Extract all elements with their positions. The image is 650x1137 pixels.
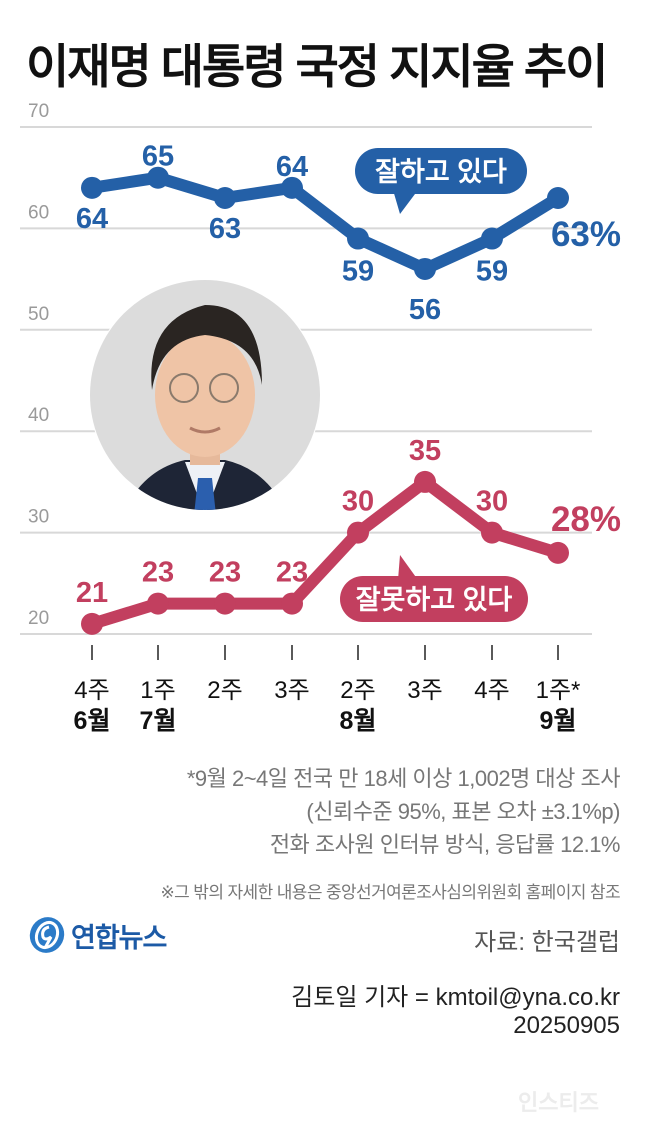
data-point bbox=[147, 166, 169, 189]
portrait-photo bbox=[89, 279, 321, 511]
line-chart: 70 60 50 40 30 20 64 65 63 64 59 56 59 63% 21 23 23 23 30… bbox=[20, 101, 621, 735]
approve-legend-bubble: 잘하고 있다 bbox=[355, 148, 527, 214]
x-week-label: 1주 bbox=[140, 677, 175, 704]
data-point bbox=[147, 592, 169, 615]
data-label: 63% bbox=[551, 215, 621, 254]
credit-block: 김토일 기자 = kmtoil@yna.co.kr 20250905 bbox=[291, 984, 620, 1040]
disapprove-legend-bubble: 잘못하고 있다 bbox=[340, 555, 528, 622]
data-point bbox=[347, 227, 369, 250]
x-week-label: 3주 bbox=[274, 677, 309, 704]
data-point bbox=[547, 186, 569, 209]
reference-note: ※그 밖의 자세한 내용은 중앙선거여론조사심의위원회 홈페이지 참조 bbox=[160, 883, 620, 902]
data-label: 64 bbox=[276, 151, 308, 183]
yonhap-logo-text: 연합뉴스 bbox=[71, 922, 167, 953]
x-week-label: 1주* bbox=[536, 677, 581, 704]
watermark: 인스티즈 bbox=[518, 1090, 599, 1115]
data-source: 자료: 한국갤럽 bbox=[474, 929, 620, 956]
data-label: 30 bbox=[476, 486, 508, 518]
data-point bbox=[81, 176, 103, 199]
y-tick-label: 40 bbox=[28, 405, 49, 426]
data-label: 59 bbox=[342, 256, 374, 288]
data-point bbox=[481, 227, 503, 250]
x-month-label: 9월 bbox=[540, 707, 577, 735]
data-point bbox=[414, 257, 436, 280]
note-line-2: (신뢰수준 95%, 표본 오차 ±3.1%p) bbox=[306, 799, 620, 824]
data-label: 23 bbox=[209, 557, 241, 589]
x-month-label: 6월 bbox=[74, 707, 111, 735]
x-week-label: 4주 bbox=[474, 677, 509, 704]
data-point bbox=[281, 592, 303, 615]
yonhap-logo: 연합뉴스 bbox=[27, 915, 167, 955]
data-point bbox=[214, 186, 236, 209]
reporter-credit: 김토일 기자 = kmtoil@yna.co.kr bbox=[291, 984, 620, 1011]
data-label: 59 bbox=[476, 256, 508, 288]
yonhap-logo-icon bbox=[29, 917, 65, 953]
x-month-label: 8월 bbox=[340, 707, 377, 735]
approve-line bbox=[86, 171, 564, 275]
y-tick-label: 30 bbox=[28, 507, 49, 528]
data-point bbox=[347, 521, 369, 544]
data-label: 23 bbox=[276, 557, 308, 589]
note-line-3: 전화 조사원 인터뷰 방식, 응답률 12.1% bbox=[269, 832, 621, 857]
data-label: 63 bbox=[209, 213, 241, 245]
y-tick-label: 70 bbox=[28, 101, 49, 122]
data-label: 28% bbox=[551, 500, 621, 539]
survey-notes: *9월 2~4일 전국 만 18세 이상 1,002명 대상 조사 (신뢰수준 … bbox=[186, 762, 621, 861]
data-point bbox=[214, 592, 236, 615]
data-label: 65 bbox=[142, 141, 174, 173]
page-title: 이재명 대통령 국정 지지율 추이 bbox=[26, 40, 608, 93]
data-point bbox=[81, 612, 103, 635]
y-tick-label: 60 bbox=[28, 202, 49, 223]
x-axis: 4주 6월 1주 7월 2주 3주 2주 8월 3주 4주 1주* 9월 bbox=[74, 645, 581, 735]
x-week-label: 2주 bbox=[207, 677, 242, 704]
data-point bbox=[414, 470, 436, 493]
data-point bbox=[481, 521, 503, 544]
disapprove-legend-label: 잘못하고 있다 bbox=[356, 585, 513, 615]
data-label: 21 bbox=[76, 577, 108, 609]
disapprove-line bbox=[86, 475, 564, 630]
data-label: 35 bbox=[409, 435, 441, 467]
data-point bbox=[547, 541, 569, 564]
data-label: 64 bbox=[76, 203, 108, 235]
x-week-label: 4주 bbox=[74, 677, 109, 704]
data-label: 56 bbox=[409, 294, 441, 326]
y-tick-label: 20 bbox=[28, 608, 49, 629]
y-axis-labels: 70 60 50 40 30 20 bbox=[28, 101, 49, 629]
y-tick-label: 50 bbox=[28, 304, 49, 325]
x-week-label: 2주 bbox=[340, 677, 375, 704]
data-point bbox=[281, 176, 303, 199]
publish-date: 20250905 bbox=[513, 1012, 620, 1039]
approve-legend-label: 잘하고 있다 bbox=[375, 157, 507, 187]
data-label: 23 bbox=[142, 557, 174, 589]
x-week-label: 3주 bbox=[407, 677, 442, 704]
note-line-1: *9월 2~4일 전국 만 18세 이상 1,002명 대상 조사 bbox=[186, 766, 621, 791]
x-month-label: 7월 bbox=[140, 707, 177, 735]
chart-series: 64 65 63 64 59 56 59 63% 21 23 23 23 30 35 30 28% bbox=[76, 141, 621, 635]
data-label: 30 bbox=[342, 486, 374, 518]
